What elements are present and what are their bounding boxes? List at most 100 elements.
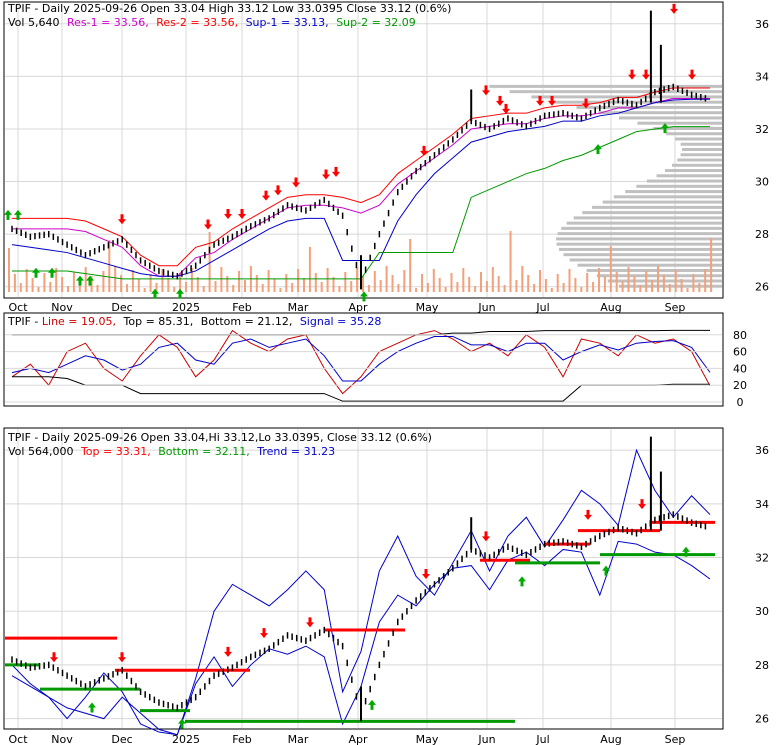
price-y-axis-labels: 36 34 32 30 28 26 xyxy=(755,18,769,294)
trend-panel xyxy=(3,427,724,730)
trend-buy-arrow xyxy=(88,702,96,713)
volume-bar xyxy=(450,273,453,292)
volume-bar xyxy=(303,278,305,292)
volume-bar xyxy=(8,248,10,292)
trend-x-label: Apr xyxy=(348,733,368,745)
volume-profile-bar xyxy=(618,116,722,120)
stoch-y-label: 80 xyxy=(733,329,747,342)
sell-arrow xyxy=(582,98,590,109)
volume-bar xyxy=(308,247,311,292)
sell-arrow xyxy=(118,214,126,225)
trend-y-label: 26 xyxy=(755,713,769,726)
volume-bar xyxy=(108,240,111,292)
volume-profile-bar xyxy=(664,169,722,173)
trend-buy-arrow xyxy=(518,576,526,587)
volume-bar xyxy=(13,274,16,292)
volume-bar xyxy=(126,284,128,292)
volume-bar xyxy=(320,282,323,292)
price-x-label: Feb xyxy=(232,301,251,314)
buy-arrow xyxy=(176,288,184,299)
volume-bar xyxy=(238,271,241,292)
stoch-line xyxy=(11,329,711,395)
volume-bar xyxy=(96,285,99,292)
volume-bar xyxy=(131,270,134,292)
trend-price-bars xyxy=(11,436,707,722)
trend-arrows xyxy=(50,499,690,729)
volume-profile-bar xyxy=(677,158,722,162)
stoch-y-label: 40 xyxy=(733,362,747,375)
volume-bar xyxy=(438,278,441,292)
volume-bar xyxy=(686,288,689,292)
volume-bar xyxy=(78,281,81,292)
volume-bar xyxy=(521,266,524,292)
volume-bar xyxy=(586,273,589,292)
volume-bar xyxy=(114,266,117,292)
volume-bar xyxy=(179,273,182,292)
volume-bar xyxy=(503,285,506,292)
buy-arrow xyxy=(32,267,40,278)
volume-profile-bar xyxy=(586,268,722,272)
volume-bar xyxy=(226,276,229,292)
trend-y-label: 32 xyxy=(755,552,769,565)
trend-header-vol: Vol 564,000 xyxy=(8,445,73,458)
volume-bar xyxy=(279,288,282,292)
volume-bar xyxy=(19,283,22,292)
volume-bar xyxy=(574,278,577,292)
volume-bar xyxy=(539,270,541,292)
volume-bar xyxy=(344,272,347,292)
volume-bar xyxy=(668,284,671,292)
trend-header-trend: Trend = 31.23 xyxy=(256,445,335,458)
volume-bar xyxy=(598,268,600,292)
volume-profile-bar xyxy=(561,226,722,230)
volume-bar xyxy=(609,246,612,292)
volume-bar xyxy=(285,274,288,292)
volume-bar xyxy=(497,276,500,292)
volume-bar xyxy=(527,275,530,292)
trend-x-label: Feb xyxy=(232,733,251,745)
volume-bar xyxy=(580,287,583,292)
trend-sell-arrow xyxy=(118,652,126,663)
price-x-label: Nov xyxy=(51,301,73,314)
volume-profile-bar xyxy=(613,195,722,199)
trend-x-label: Jul xyxy=(535,733,549,745)
volume-bar xyxy=(362,276,364,292)
trend-sell-arrow xyxy=(482,531,490,542)
trend-x-label: Nov xyxy=(51,733,73,745)
volume-bar xyxy=(190,268,193,292)
volume-bar xyxy=(261,284,264,292)
volume-bar xyxy=(267,270,270,292)
volume-profile-bar xyxy=(636,184,722,188)
volume-bar xyxy=(208,232,211,292)
trend-buy-arrow xyxy=(178,718,186,729)
volume-profile-bar xyxy=(671,163,722,167)
trend-x-label: Oct xyxy=(8,733,28,745)
trend-header-title: TPIF - Daily 2025-09-26 Open 33.04,Hi 33… xyxy=(7,431,432,444)
volume-profile-bar xyxy=(592,205,722,209)
price-y-label: 36 xyxy=(755,18,769,31)
stoch-header-line: Line = 19.05, xyxy=(42,315,116,328)
volume-bar xyxy=(338,286,341,292)
volume-bar xyxy=(350,281,353,292)
stoch-header-bottom: Bottom = 21.12, xyxy=(201,315,293,328)
volume-bar xyxy=(397,284,400,292)
sell-arrow xyxy=(502,103,510,114)
volume-bar xyxy=(568,269,571,292)
svg-text:Vol 5,640 Res-1 = 33.56,: Vol 5,640 Res-1 = 33.56, Res-2 = 33.56, … xyxy=(8,16,416,29)
volume-bar xyxy=(31,278,34,292)
sell-arrow xyxy=(238,209,246,219)
stoch-header-signal: Signal = 35.28 xyxy=(300,315,382,328)
trend-x-label: Jun xyxy=(477,733,495,745)
sell-arrow xyxy=(496,95,504,106)
volume-bar xyxy=(196,277,199,292)
svg-text:TPIF - Line = 19.05,: TPIF - Line = 19.05, Top = 85.31, Bottom… xyxy=(7,315,381,328)
price-x-label: Apr xyxy=(348,301,368,314)
buy-arrow xyxy=(151,288,159,299)
trend-sell-arrow xyxy=(260,628,268,639)
volume-bar xyxy=(161,269,164,292)
volume-bar xyxy=(167,278,170,292)
volume-bar xyxy=(615,272,618,292)
volume-profile-bar xyxy=(576,105,722,109)
volume-profile-bar xyxy=(563,253,722,257)
svg-text:Vol 564,000 Top = 33.31,: Vol 564,000 Top = 33.31, Bottom = 32.11,… xyxy=(8,445,335,458)
price-x-label: 2025 xyxy=(172,301,200,314)
